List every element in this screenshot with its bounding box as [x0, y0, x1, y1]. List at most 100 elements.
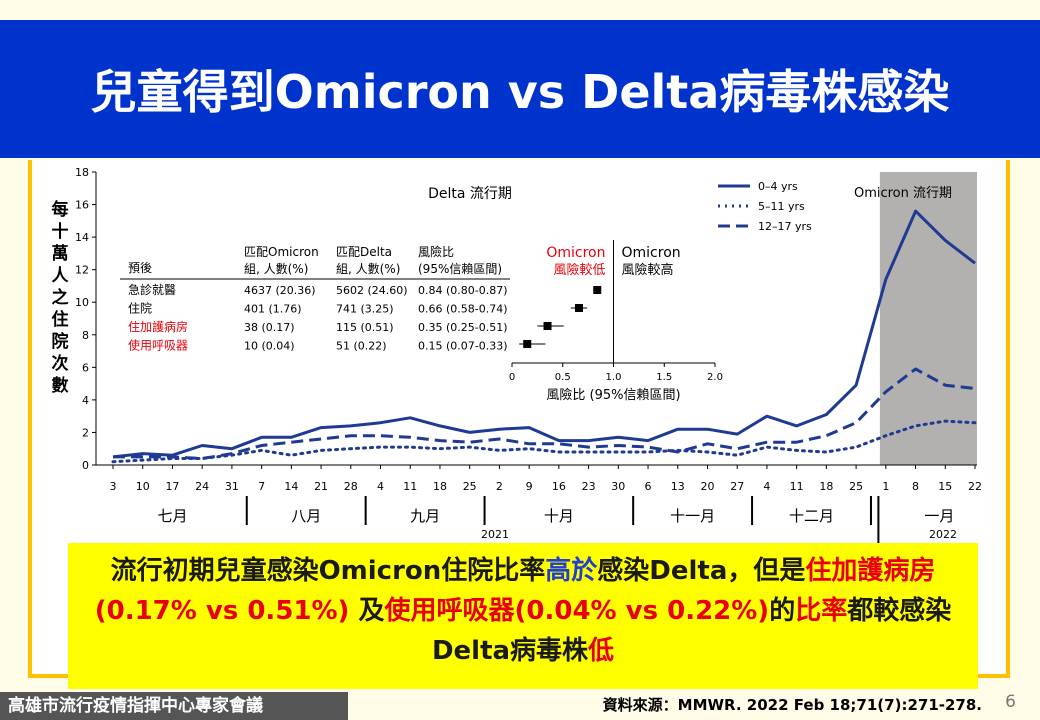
x-tick-label: 31	[225, 480, 239, 493]
table-header: 組, 人數(%)	[336, 262, 400, 276]
y-axis-label-char: 人	[52, 266, 70, 286]
x-tick-label: 16	[552, 480, 566, 493]
x-tick-label: 3	[110, 480, 117, 493]
y-axis-label-char: 十	[52, 221, 69, 242]
x-tick-label: 28	[344, 480, 358, 493]
omicron-period-shade	[879, 172, 977, 465]
callout-ratio: 比率	[795, 596, 848, 626]
table-delta-value: 5602 (24.60)	[336, 284, 408, 297]
forest-point	[574, 304, 583, 312]
page-number: 6	[1005, 692, 1016, 712]
table-header: (95%信賴區間)	[418, 261, 502, 276]
table-header: 風險比	[418, 244, 454, 259]
month-label: 九月	[410, 507, 440, 525]
table-row-label: 住院	[128, 302, 152, 316]
x-tick-label: 11	[790, 480, 804, 493]
table-omicron-value: 401 (1.76)	[244, 303, 302, 316]
x-tick-label: 8	[912, 480, 919, 493]
forest-x-label: 風險比 (95%信賴區間)	[546, 388, 680, 403]
x-tick-label: 2	[496, 480, 503, 493]
callout-ventilator: 使用呼吸器(0.04% vs 0.22%)	[384, 596, 770, 626]
forest-point	[593, 286, 602, 294]
forest-point	[543, 322, 552, 330]
callout-box: 流行初期兒童感染Omicron住院比率高於感染Delta，但是住加護病房(0.1…	[68, 543, 978, 689]
month-label: 八月	[291, 507, 321, 525]
x-tick-label: 9	[526, 480, 533, 493]
table-row-label: 使用呼吸器	[128, 338, 188, 353]
footer-source: 資料來源：MMWR. 2022 Feb 18;71(7):271-278.	[602, 696, 982, 714]
month-label: 十月	[544, 507, 574, 525]
month-label: 七月	[157, 507, 187, 525]
callout-text-3: 及	[349, 596, 385, 626]
y-tick-label: 6	[82, 361, 89, 374]
omicron-period-label: Omicron 流行期	[854, 186, 952, 201]
year-label-2022: 2022	[929, 528, 957, 541]
month-label: 十一月	[670, 507, 715, 525]
legend-label: 0–4 yrs	[758, 180, 798, 193]
forest-x-tick-label: 0	[509, 372, 515, 383]
y-tick-label: 14	[75, 231, 89, 244]
y-axis-label-char: 每	[52, 199, 69, 220]
table-omicron-value: 38 (0.17)	[244, 321, 295, 334]
delta-period-label: Delta 流行期	[428, 186, 512, 202]
x-tick-label: 1	[882, 480, 889, 493]
forest-point	[523, 340, 532, 348]
month-label: 一月	[924, 507, 954, 525]
y-axis-label-char: 院	[52, 331, 69, 352]
callout-text-1: 流行初期兒童感染Omicron住院比率	[110, 556, 546, 586]
table-header: 預後	[128, 261, 152, 275]
table-row-label: 急診就醫	[128, 282, 176, 297]
callout-icu: 住加護病房(0.17% vs 0.51%)	[94, 556, 936, 626]
forest-left-label: 風險較低	[553, 263, 605, 278]
forest-x-tick-label: 2.0	[707, 372, 723, 383]
forest-right-label: 風險較高	[622, 262, 674, 278]
y-tick-label: 12	[75, 264, 89, 277]
table-delta-value: 115 (0.51)	[336, 321, 394, 334]
table-header: 匹配Delta	[336, 245, 392, 259]
x-tick-label: 18	[433, 480, 447, 493]
table-rr-value: 0.66 (0.58-0.74)	[418, 303, 508, 316]
table-row-label: 住加護病房	[128, 319, 188, 334]
x-tick-label: 4	[377, 480, 384, 493]
month-label: 十二月	[789, 507, 834, 525]
footer-organization: 高雄市流行疫情指揮中心專家會議	[0, 692, 348, 720]
y-tick-label: 10	[75, 296, 89, 309]
x-tick-label: 11	[403, 480, 417, 493]
table-omicron-value: 10 (0.04)	[244, 340, 295, 353]
table-header: 匹配Omicron	[244, 245, 319, 259]
x-tick-label: 25	[849, 480, 863, 493]
forest-left-label: Omicron	[546, 245, 605, 261]
y-tick-label: 16	[75, 199, 89, 212]
x-tick-label: 14	[284, 480, 298, 493]
x-tick-label: 27	[730, 480, 744, 493]
table-delta-value: 741 (3.25)	[336, 303, 394, 316]
table-header: 組, 人數(%)	[244, 262, 308, 276]
year-label-2021: 2021	[481, 528, 509, 541]
table-rr-value: 0.84 (0.80-0.87)	[418, 284, 508, 297]
y-axis-label-char: 數	[52, 375, 69, 396]
x-tick-label: 22	[968, 480, 982, 493]
table-rr-value: 0.15 (0.07-0.33)	[418, 340, 508, 353]
callout-lower: 低	[588, 636, 615, 666]
title-bar: 兒童得到Omicron vs Delta病毒株感染	[0, 20, 1040, 158]
x-tick-label: 21	[314, 480, 328, 493]
x-tick-label: 13	[671, 480, 685, 493]
x-tick-label: 10	[136, 480, 150, 493]
legend-label: 12–17 yrs	[758, 220, 812, 233]
table-delta-value: 51 (0.22)	[336, 340, 387, 353]
x-tick-label: 23	[582, 480, 596, 493]
callout-higher: 高於	[545, 556, 598, 586]
y-tick-label: 8	[82, 329, 89, 342]
x-tick-label: 15	[938, 480, 952, 493]
x-tick-label: 24	[195, 480, 209, 493]
y-tick-label: 0	[82, 459, 89, 472]
forest-right-label: Omicron	[622, 245, 681, 261]
y-axis-label-char: 之	[52, 287, 69, 308]
y-tick-label: 2	[82, 426, 89, 439]
series-line-dashed	[113, 367, 976, 460]
legend-label: 5–11 yrs	[758, 200, 805, 213]
x-tick-label: 4	[763, 480, 770, 493]
forest-x-tick-label: 1.0	[606, 372, 622, 383]
x-tick-label: 25	[463, 480, 477, 493]
